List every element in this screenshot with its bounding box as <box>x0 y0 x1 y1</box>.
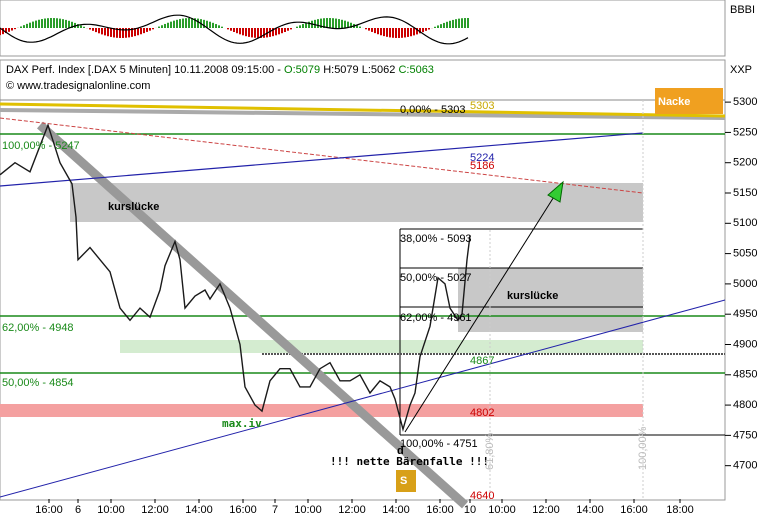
annotation: 61,80% <box>484 432 496 470</box>
annotation: 5224 <box>470 152 494 164</box>
annotation: 50,00% - 5027 <box>400 272 472 284</box>
trend-channel <box>37 121 468 509</box>
annotation: !!! nette Bärenfalle !!! <box>330 455 489 468</box>
y-tick-label: 4750 <box>733 429 757 441</box>
indicator-line <box>0 14 469 45</box>
y-tick-label: 4700 <box>733 460 757 472</box>
y-tick-label: 5250 <box>733 126 757 138</box>
x-tick-label: 12:00 <box>141 504 169 516</box>
indicator-label: BBBI <box>730 4 755 16</box>
y-tick-label: 4800 <box>733 399 757 411</box>
annotation: 0,00% - 5303 <box>400 104 465 116</box>
annotation: 5186 <box>470 160 494 172</box>
annotation: 62,00% - 4961 <box>400 312 472 324</box>
y-tick-label: 5150 <box>733 187 757 199</box>
symbol: DAX Perf. Index [.DAX 5 Minuten] 10.11.2… <box>6 64 281 76</box>
x-tick-label: 16:00 <box>229 504 257 516</box>
x-tick-label: 6 <box>75 504 81 516</box>
gap-box <box>70 183 643 222</box>
annotation: 62,00% - 4948 <box>2 322 74 334</box>
y-tick-label: 5200 <box>733 157 757 169</box>
x-tick-label: 16:00 <box>426 504 454 516</box>
x-tick-label: 16:00 <box>620 504 648 516</box>
x-tick-label: 14:00 <box>576 504 604 516</box>
annotation: kurslücke <box>108 201 159 213</box>
open: O:5079 <box>284 64 320 76</box>
x-tick-label: 10:00 <box>97 504 125 516</box>
price-line <box>0 122 471 432</box>
annotation: d <box>397 445 404 457</box>
source: © www.tradesignalonline.com <box>6 80 150 92</box>
annotation: 4867 <box>470 355 494 367</box>
x-tick-label: 18:00 <box>666 504 694 516</box>
annotation: Nacke <box>658 96 690 108</box>
annotation: 4802 <box>470 407 494 419</box>
resistance-line <box>0 102 726 118</box>
trend-line <box>0 132 644 187</box>
y-tick-label: 4850 <box>733 369 757 381</box>
y-tick-label: 4950 <box>733 308 757 320</box>
x-tick-label: 14:00 <box>382 504 410 516</box>
resistance-line <box>0 108 726 120</box>
support-band <box>120 340 643 353</box>
x-tick-label: 7 <box>272 504 278 516</box>
high: H:5079 <box>323 64 358 76</box>
low: L:5062 <box>362 64 396 76</box>
arrow-head <box>547 180 564 203</box>
x-tick-label: 16:00 <box>35 504 63 516</box>
annotation: kurslücke <box>507 290 558 302</box>
label-box <box>655 88 723 114</box>
close: C:5063 <box>398 64 433 76</box>
y-tick-label: 4900 <box>733 338 757 350</box>
annotation: S <box>400 475 407 487</box>
x-tick-label: 10:00 <box>294 504 322 516</box>
x-tick-label: 10:00 <box>488 504 516 516</box>
annotation: max.iv <box>222 417 262 430</box>
x-tick-label: 10 <box>464 504 476 516</box>
annotation: 100,00% <box>637 426 649 470</box>
annotation: 100,00% - 4751 <box>400 438 478 450</box>
annotation: 5303 <box>470 100 494 112</box>
x-tick-label: 14:00 <box>185 504 213 516</box>
x-tick-label: 12:00 <box>338 504 366 516</box>
annotation: 50,00% - 4854 <box>2 377 74 389</box>
header-symbol: DAX Perf. Index [.DAX 5 Minuten] 10.11.2… <box>6 64 434 76</box>
x-tick-label: 12:00 <box>532 504 560 516</box>
y-tick-label: 5300 <box>733 96 757 108</box>
annotation: 4640 <box>470 490 494 502</box>
y-tick-label: 5000 <box>733 278 757 290</box>
y-tick-label: 5100 <box>733 217 757 229</box>
annotation: 38,00% - 5093 <box>400 233 472 245</box>
trend-line <box>0 299 726 498</box>
drawings <box>0 88 726 509</box>
label-box <box>396 470 416 492</box>
indicator <box>0 14 469 45</box>
arrow-line <box>404 191 558 433</box>
axis-label: XXP <box>730 64 752 76</box>
support-band <box>0 404 643 417</box>
annotation: 100,00% - 5247 <box>2 140 80 152</box>
y-tick-label: 5050 <box>733 248 757 260</box>
